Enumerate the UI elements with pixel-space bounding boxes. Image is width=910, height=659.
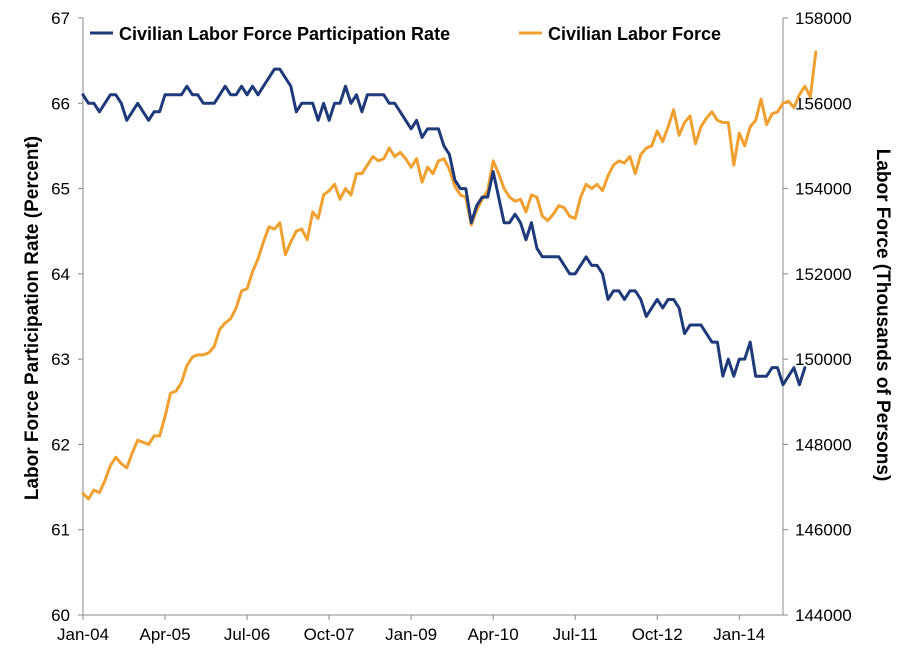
- x-tick-label: Apr-10: [468, 625, 519, 644]
- right-tick-label: 154000: [795, 180, 852, 199]
- participation-rate-line: [81, 67, 807, 387]
- legend: Civilian Labor Force Participation Rate …: [90, 24, 721, 44]
- right-tick-label: 146000: [795, 521, 852, 540]
- x-tick-label: Jul-11: [553, 625, 598, 644]
- left-tick-label: 61: [51, 521, 70, 540]
- plot-frame: [82, 18, 784, 616]
- left-axis-title: Labor Force Participation Rate (Percent): [22, 136, 43, 500]
- x-axis-ticks: Jan-04 Apr-05 Jul-06 Oct-07 Jan-09 Apr-10 Jul-…: [57, 615, 765, 644]
- right-tick-label: 144000: [795, 606, 852, 625]
- left-tick-label: 60: [51, 606, 70, 625]
- right-axis-title: Labor Force (Thousands of Persons): [872, 149, 893, 482]
- x-tick-label: Jul-06: [224, 625, 270, 644]
- left-axis-ticks: 60 61 62 63 64 65 66 67: [51, 9, 83, 625]
- x-tick-label: Apr-05: [140, 625, 191, 644]
- left-tick-label: 62: [51, 435, 70, 454]
- series-layer: [81, 50, 818, 501]
- x-tick-label: Oct-07: [304, 625, 355, 644]
- x-tick-label: Oct-12: [632, 625, 683, 644]
- left-tick-label: 63: [51, 350, 70, 369]
- right-tick-label: 156000: [795, 94, 852, 113]
- left-tick-label: 67: [51, 9, 70, 28]
- right-tick-label: 150000: [795, 350, 852, 369]
- right-tick-label: 158000: [795, 9, 852, 28]
- left-tick-label: 65: [51, 180, 70, 199]
- left-tick-label: 64: [51, 265, 70, 284]
- right-tick-label: 148000: [795, 435, 852, 454]
- x-tick-label: Jan-04: [57, 625, 109, 644]
- legend-label-participation-rate: Civilian Labor Force Participation Rate: [119, 24, 450, 44]
- right-tick-label: 152000: [795, 265, 852, 284]
- x-tick-label: Jan-14: [713, 625, 765, 644]
- left-tick-label: 66: [51, 94, 70, 113]
- x-tick-label: Jan-09: [385, 625, 437, 644]
- labor-force-line: [81, 50, 818, 501]
- legend-label-labor-force: Civilian Labor Force: [548, 24, 721, 44]
- right-axis-ticks: 144000 146000 148000 150000 152000 154000 1560…: [783, 9, 852, 625]
